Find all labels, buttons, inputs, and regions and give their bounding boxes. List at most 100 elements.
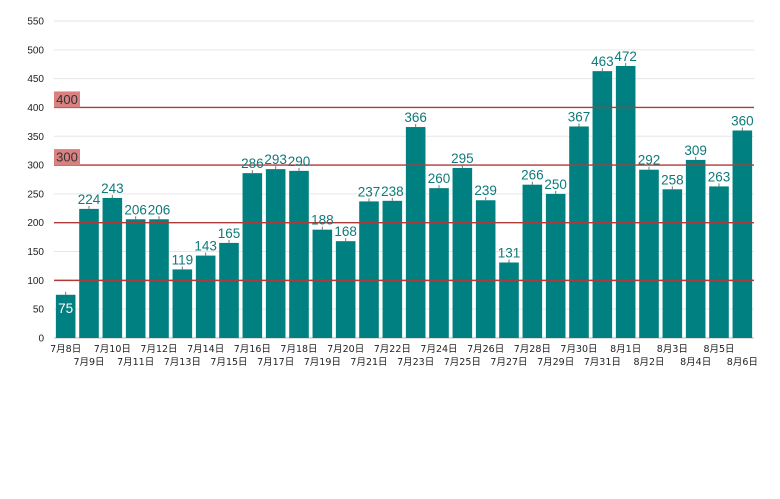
bars xyxy=(55,62,753,339)
bar xyxy=(219,242,239,338)
x-tick-label: 7月26日 xyxy=(467,344,504,355)
y-tick-label: 250 xyxy=(27,189,44,200)
x-tick-label: 7月10日 xyxy=(94,344,131,355)
x-tick-label: 7月22日 xyxy=(374,344,411,355)
bar xyxy=(475,200,496,338)
data-label: 143 xyxy=(194,239,217,254)
y-tick-label: 350 xyxy=(27,132,44,143)
y-tick-label: 50 xyxy=(33,305,45,316)
reference-label-bg xyxy=(54,91,80,108)
x-tick-label: 7月8日 xyxy=(50,344,81,355)
x-tick-label: 7月30日 xyxy=(560,344,597,355)
data-label: 295 xyxy=(451,151,474,166)
data-label: 367 xyxy=(568,109,591,124)
bar xyxy=(55,294,76,338)
x-tick-label: 7月16日 xyxy=(234,344,271,355)
bar xyxy=(405,127,426,339)
data-label: 286 xyxy=(241,156,264,171)
data-label: 463 xyxy=(591,54,614,69)
bar xyxy=(569,126,589,338)
x-axis-tick-labels: 7月8日 7月9日 7月10日 7月11日 7月12日 7月13日 7月14日 7月15日 7月… xyxy=(50,344,758,368)
bar xyxy=(312,229,333,338)
data-label: 360 xyxy=(731,114,754,129)
data-label: 238 xyxy=(381,184,404,199)
x-tick-label: 7月12日 xyxy=(140,344,177,355)
x-tick-label: 8月5日 xyxy=(703,344,734,355)
bar xyxy=(685,159,706,338)
bar xyxy=(732,130,753,338)
bar xyxy=(289,170,309,338)
x-tick-label: 8月2日 xyxy=(633,357,664,368)
data-label: 263 xyxy=(708,169,731,184)
y-tick-label: 150 xyxy=(27,247,44,258)
x-tick-label: 8月3日 xyxy=(657,344,688,355)
bar xyxy=(452,167,473,338)
data-label: 258 xyxy=(661,172,684,187)
bar xyxy=(382,200,403,338)
x-tick-label: 7月17日 xyxy=(257,357,294,368)
y-tick-label: 500 xyxy=(27,45,44,56)
bar xyxy=(79,208,99,338)
y-tick-label: 400 xyxy=(27,103,44,114)
data-label: 266 xyxy=(521,168,544,183)
bar xyxy=(125,219,146,338)
y-tick-label: 100 xyxy=(27,276,44,287)
x-tick-label: 7月13日 xyxy=(164,357,201,368)
data-label: 309 xyxy=(684,143,707,158)
data-label: 250 xyxy=(544,177,567,192)
data-label: 237 xyxy=(358,184,381,199)
x-tick-label: 7月15日 xyxy=(210,357,247,368)
x-tick-label: 7月14日 xyxy=(187,344,224,355)
x-tick-label: 7月24日 xyxy=(420,344,457,355)
reference-label: 300 xyxy=(56,150,78,165)
x-tick-label: 7月27日 xyxy=(490,357,527,368)
bar xyxy=(359,201,379,338)
data-label: 224 xyxy=(78,192,101,207)
x-tick-label: 7月9日 xyxy=(73,357,104,368)
y-tick-label: 450 xyxy=(27,74,44,85)
x-tick-label: 7月11日 xyxy=(117,357,154,368)
reference-label-bg xyxy=(54,149,80,166)
data-label: 165 xyxy=(218,226,241,241)
x-tick-label: 8月6日 xyxy=(727,357,758,368)
data-label: 472 xyxy=(614,49,637,64)
reference-label: 400 xyxy=(56,92,78,107)
data-label: 131 xyxy=(498,245,521,260)
bar xyxy=(662,189,683,338)
data-label: 290 xyxy=(288,154,311,169)
data-label: 243 xyxy=(101,181,124,196)
x-tick-label: 8月4日 xyxy=(680,357,711,368)
bar xyxy=(615,65,636,338)
data-label: 293 xyxy=(264,152,287,167)
data-label: 206 xyxy=(148,202,171,217)
data-label: 206 xyxy=(124,202,147,217)
bar xyxy=(335,241,356,338)
bar xyxy=(172,269,193,338)
data-label: 75 xyxy=(58,301,73,316)
x-tick-label: 8月1日 xyxy=(610,344,641,355)
bar xyxy=(242,173,263,338)
data-label: 168 xyxy=(334,224,357,239)
data-label: 366 xyxy=(404,110,427,125)
x-tick-label: 7月18日 xyxy=(280,344,317,355)
data-label: 119 xyxy=(172,252,194,267)
x-tick-label: 7月25日 xyxy=(444,357,481,368)
data-label: 188 xyxy=(311,213,334,228)
data-label: 292 xyxy=(638,153,661,168)
reference-lines: 400 300 xyxy=(54,91,754,282)
bar xyxy=(265,169,286,338)
y-tick-label: 300 xyxy=(27,161,44,172)
bar xyxy=(545,193,566,338)
bar xyxy=(195,255,216,338)
data-label: 260 xyxy=(428,171,451,186)
bar xyxy=(522,184,543,338)
bar xyxy=(149,219,169,338)
bar xyxy=(429,188,449,338)
bar xyxy=(709,186,729,338)
x-tick-label: 7月20日 xyxy=(327,344,364,355)
x-tick-label: 7月23日 xyxy=(397,357,434,368)
bar xyxy=(639,169,659,338)
x-tick-label: 7月31日 xyxy=(584,357,621,368)
